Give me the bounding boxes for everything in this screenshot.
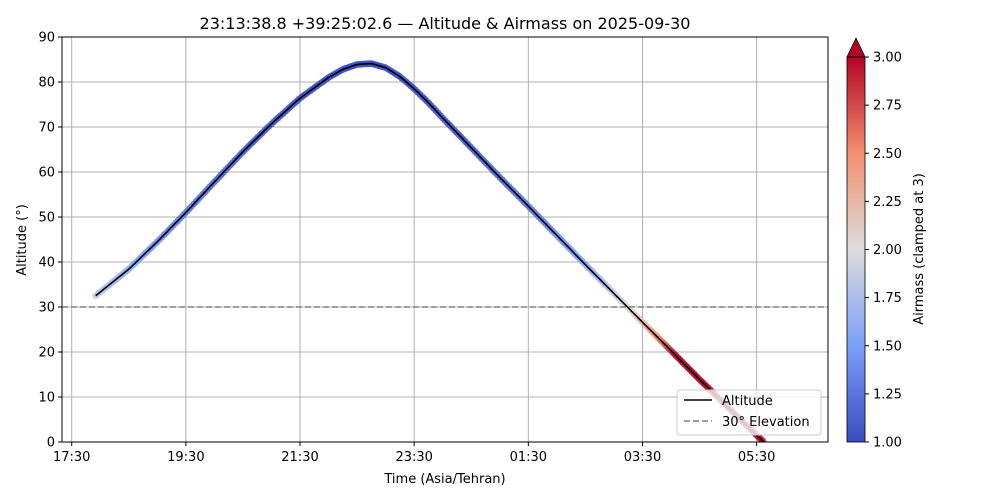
airmass-point: [784, 461, 791, 468]
colorbar-tick-label: 2.25: [873, 195, 902, 210]
plot-frame: [61, 36, 829, 443]
y-tick-label: 0: [47, 436, 55, 451]
x-axis-ticks: 17:30 19:30 21:30 23:30 01:30 03:30 05:30: [53, 442, 775, 465]
y-tick-label: 80: [38, 76, 55, 91]
colorbar-tick-label: 2.00: [873, 243, 902, 258]
colorbar-tick-label: 1.50: [873, 339, 902, 354]
x-tick-label: 19:30: [167, 450, 204, 465]
y-tick-label: 90: [38, 31, 55, 46]
legend-altitude-label: Altitude: [722, 394, 773, 409]
y-tick-label: 60: [38, 166, 55, 181]
x-tick-label: 01:30: [510, 450, 547, 465]
legend-box: [676, 389, 822, 436]
colorbar-label: Airmass (clamped at 3): [912, 173, 927, 325]
airmass-point: [791, 468, 798, 475]
airmass-colorbar: 1.00 1.25 1.50 1.75 2.00 2.25 2.50 2.75 3.00 Air…: [846, 37, 927, 451]
x-tick-label: 17:30: [53, 450, 90, 465]
x-axis-label: Time (Asia/Tehran): [383, 472, 505, 487]
airmass-point: [775, 453, 782, 460]
x-tick-label: 03:30: [624, 450, 661, 465]
airmass-point: [786, 464, 793, 471]
y-axis-ticks: 0 10 20 30 40 50 60 70 80 90: [38, 31, 62, 451]
y-tick-label: 50: [38, 211, 55, 226]
colorbar-tick-label: 2.75: [873, 99, 902, 114]
airmass-point: [789, 466, 796, 473]
chart-title: 23:13:38.8 +39:25:02.6 — Altitude & Airm…: [200, 14, 691, 33]
y-tick-label: 40: [38, 256, 55, 271]
colorbar-ticks: 1.00 1.25 1.50 1.75 2.00 2.25 2.50 2.75 3.00: [865, 51, 902, 451]
x-tick-label: 23:30: [395, 450, 432, 465]
colorbar-extend-arrow: [846, 37, 866, 58]
airmass-point: [777, 455, 784, 462]
colorbar-gradient: [846, 56, 866, 443]
y-tick-label: 20: [38, 346, 55, 361]
y-tick-label: 30: [38, 301, 55, 316]
y-axis-label: Altitude (°): [15, 204, 30, 276]
airmass-point: [782, 459, 789, 466]
airmass-point: [765, 441, 769, 442]
legend: Altitude 30° Elevation: [676, 389, 822, 436]
plot-grid: [62, 37, 828, 442]
colorbar-tick-label: 3.00: [873, 51, 902, 66]
colorbar-tick-label: 2.50: [873, 147, 902, 162]
colorbar-tick-label: 1.25: [873, 387, 902, 402]
x-tick-label: 21:30: [281, 450, 318, 465]
altitude-line: [95, 62, 765, 442]
y-tick-label: 70: [38, 121, 55, 136]
airmass-point: [780, 457, 787, 464]
colorbar-tick-label: 1.00: [873, 436, 902, 451]
y-tick-label: 10: [38, 391, 55, 406]
legend-elevation-label: 30° Elevation: [722, 415, 810, 430]
colorbar-tick-label: 1.75: [873, 291, 902, 306]
x-tick-label: 05:30: [738, 450, 775, 465]
